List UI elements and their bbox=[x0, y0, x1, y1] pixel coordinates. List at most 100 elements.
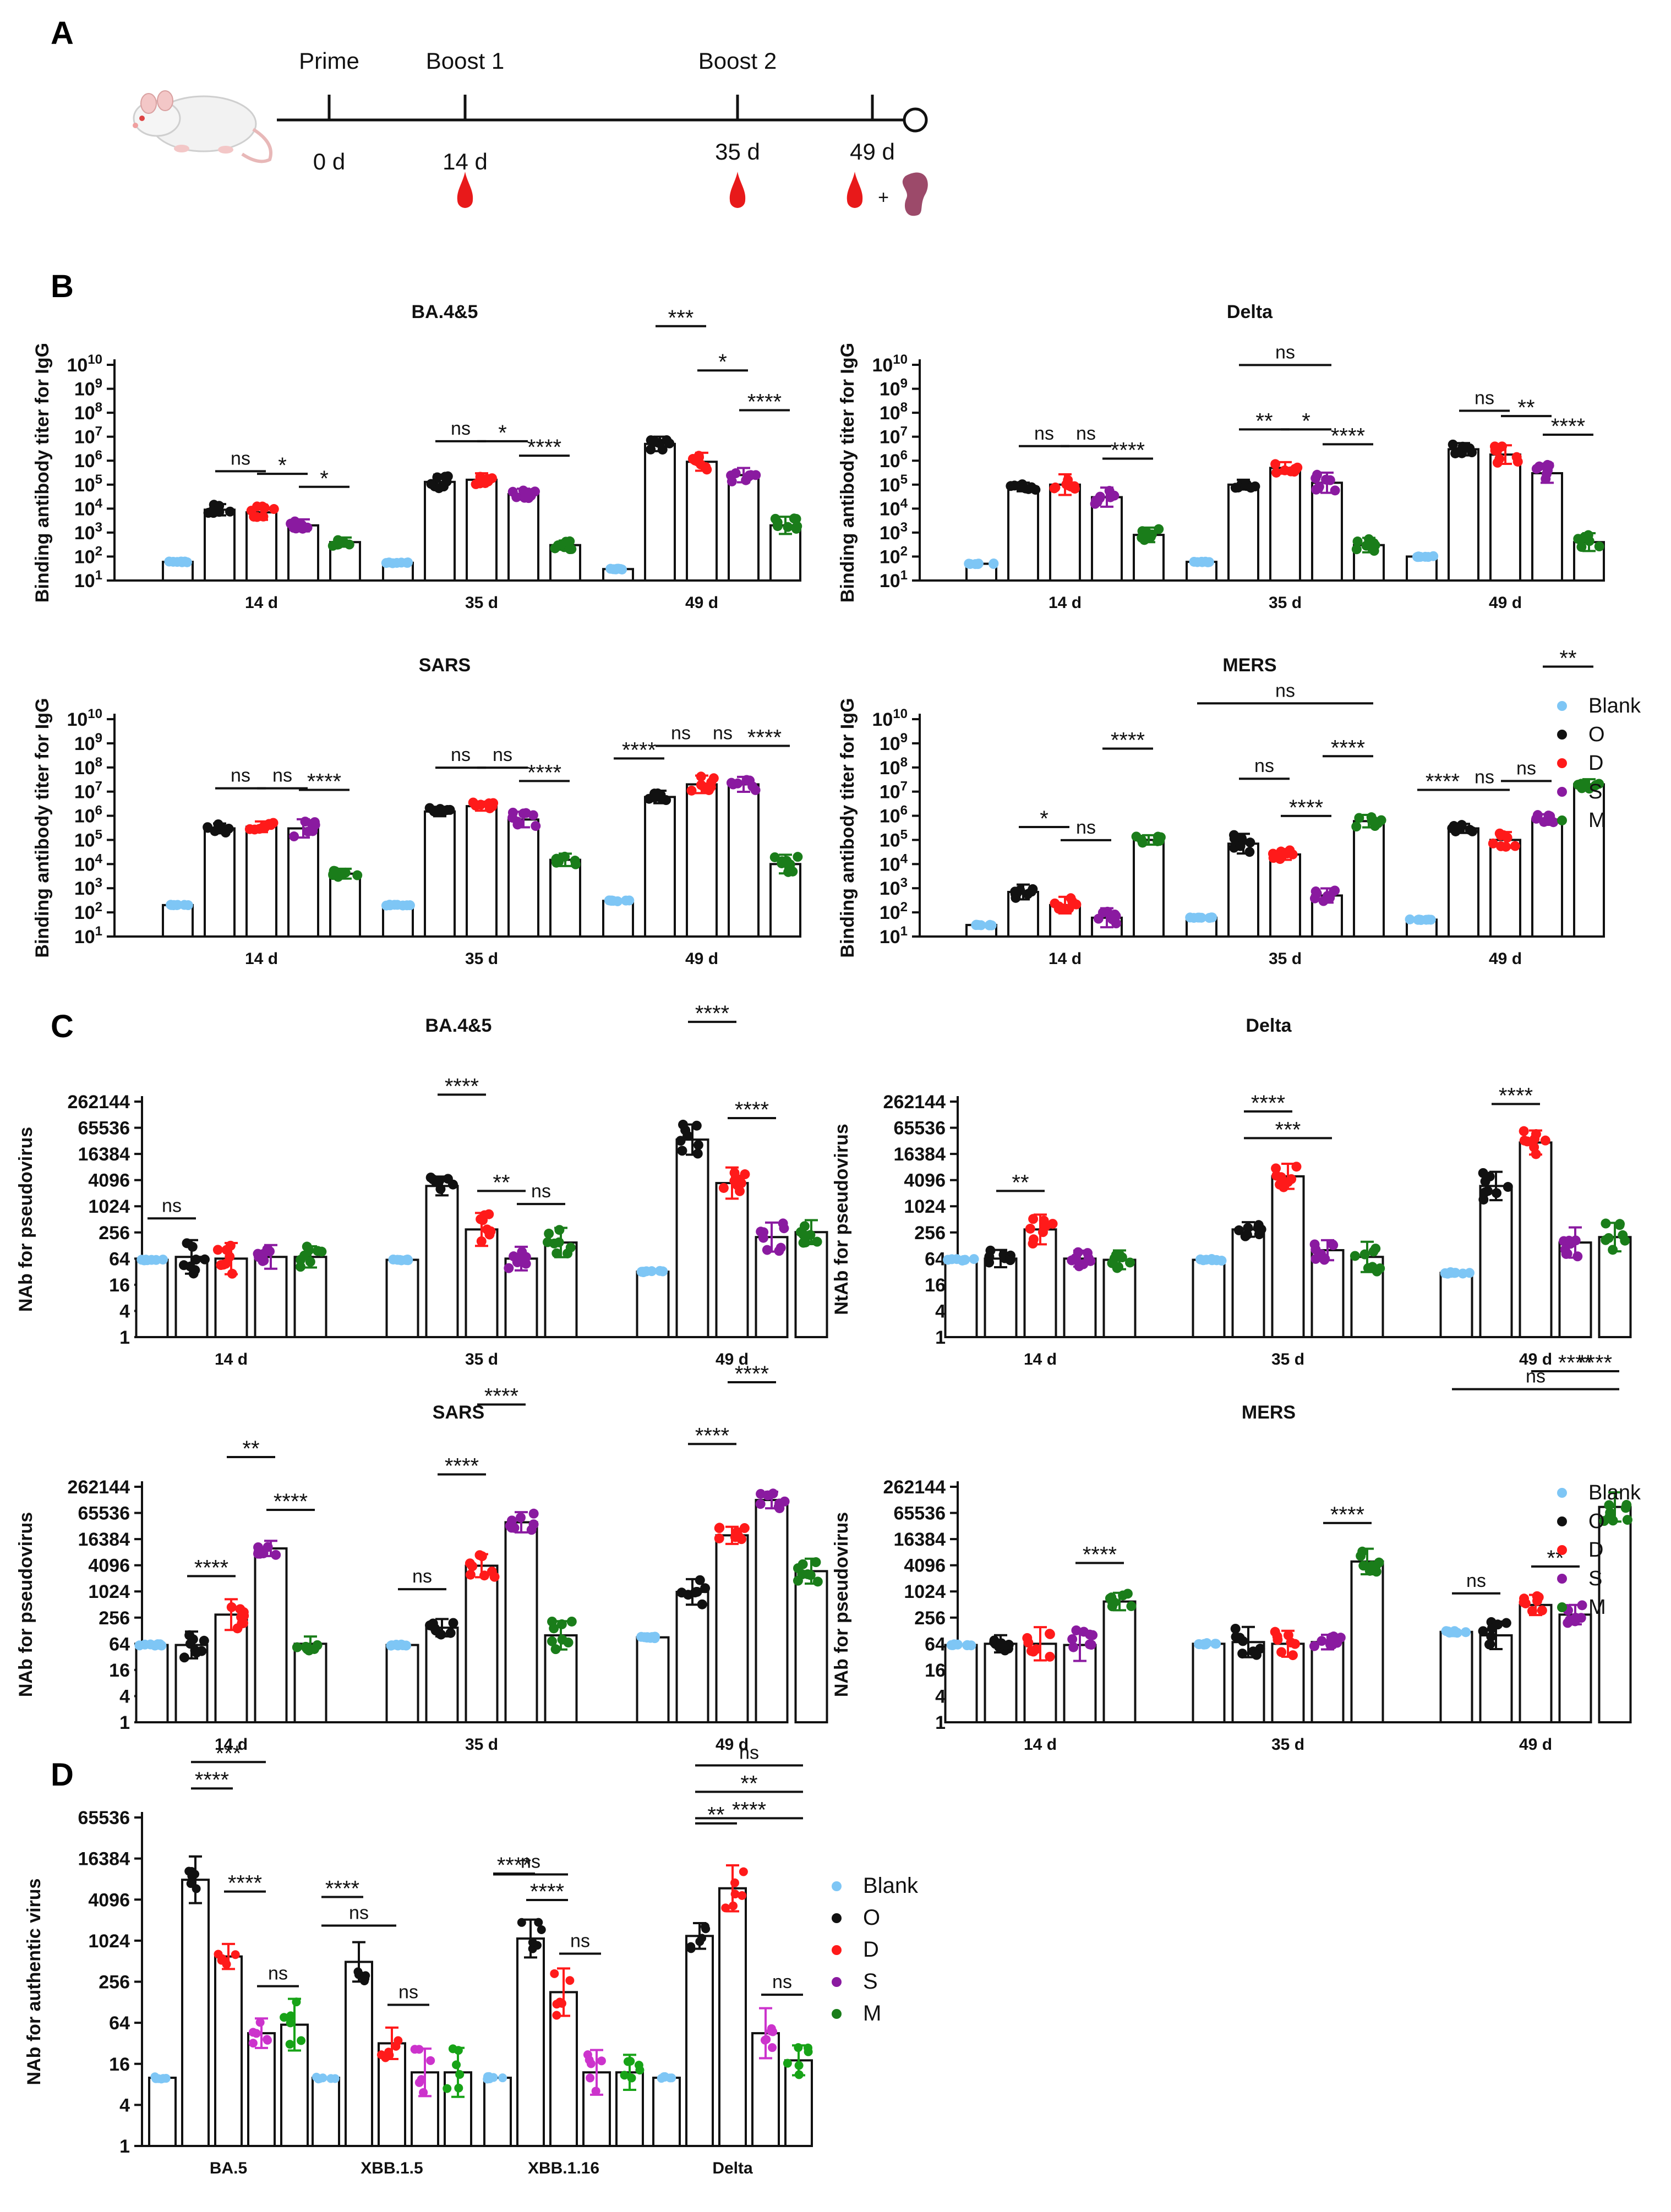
data-point-m bbox=[1366, 812, 1377, 823]
data-point-m bbox=[1350, 1251, 1360, 1261]
data-point-o bbox=[1467, 826, 1478, 836]
data-point-d bbox=[1280, 465, 1290, 475]
blood-drop-icon bbox=[729, 172, 746, 208]
data-point-o bbox=[700, 1583, 711, 1594]
data-point-d bbox=[706, 782, 716, 792]
y-axis-label: NAb for pseudovirus bbox=[15, 1512, 36, 1697]
data-point-d bbox=[696, 771, 706, 782]
bar-blank bbox=[1439, 1630, 1473, 1724]
data-point-s bbox=[417, 2075, 426, 2084]
data-point-blank bbox=[151, 1255, 161, 1265]
data-point-s bbox=[289, 831, 299, 842]
data-point-o bbox=[185, 1261, 195, 1272]
y-tick-label: 65536 bbox=[893, 1118, 946, 1139]
bar-s bbox=[1531, 818, 1563, 938]
data-point-blank bbox=[1405, 914, 1415, 924]
data-point-blank bbox=[1199, 1639, 1209, 1649]
bar-o bbox=[425, 1627, 459, 1723]
chart-title: Delta bbox=[1246, 1015, 1292, 1036]
data-point-o bbox=[695, 1937, 705, 1946]
data-point-o bbox=[213, 819, 223, 830]
data-point-d bbox=[702, 464, 712, 475]
bar-blank bbox=[385, 1258, 419, 1339]
y-tick-label: 109 bbox=[880, 376, 908, 400]
data-point-blank bbox=[1207, 912, 1217, 923]
data-point-d bbox=[226, 1602, 237, 1612]
bar-s bbox=[504, 1521, 538, 1723]
data-point-m bbox=[792, 521, 802, 532]
data-point-o bbox=[1503, 1182, 1513, 1192]
data-point-m bbox=[1584, 536, 1594, 546]
y-axis-label: Binding antibody titer for IgG bbox=[837, 698, 858, 957]
significance-label: **** bbox=[1251, 1091, 1285, 1115]
data-point-s bbox=[745, 775, 755, 786]
y-tick-label: 256 bbox=[914, 1608, 946, 1629]
significance-label: ns bbox=[162, 1195, 182, 1216]
significance-label: **** bbox=[274, 1490, 308, 1514]
chart-c3: SARS 1 4 16 64 256 1024 4096 16384 65536 262144 NAb… bbox=[15, 1362, 828, 1754]
data-point-d bbox=[476, 1214, 486, 1224]
data-point-s bbox=[528, 1519, 539, 1530]
data-point-m bbox=[1361, 540, 1372, 551]
significance-label: **** bbox=[194, 1556, 228, 1580]
bar-d bbox=[245, 511, 277, 582]
data-point-blank bbox=[1426, 915, 1436, 925]
data-point-m bbox=[296, 1255, 306, 1265]
y-tick-label: 4096 bbox=[904, 1556, 946, 1576]
bar-blank bbox=[135, 1258, 169, 1339]
data-point-s bbox=[1310, 473, 1321, 484]
data-point-o bbox=[1501, 1618, 1511, 1628]
significance-label: *** bbox=[216, 1742, 242, 1766]
significance-label: **** bbox=[1111, 728, 1145, 752]
significance-label: ns bbox=[268, 1963, 288, 1984]
legend-marker-m bbox=[1557, 1602, 1567, 1612]
data-point-m bbox=[794, 2043, 803, 2052]
plus-sign: + bbox=[878, 187, 889, 208]
y-tick-label: 109 bbox=[74, 731, 102, 754]
data-point-blank bbox=[943, 1255, 953, 1265]
x-tick-label: 35 d bbox=[465, 594, 498, 612]
data-point-s bbox=[1317, 1636, 1327, 1646]
data-point-s bbox=[741, 475, 751, 485]
data-point-s bbox=[1577, 1600, 1587, 1611]
y-tick-label: 102 bbox=[880, 544, 908, 567]
data-point-o bbox=[435, 1184, 446, 1194]
data-point-m bbox=[1594, 541, 1604, 552]
significance-label: ** bbox=[740, 1771, 757, 1795]
chart-title: SARS bbox=[419, 655, 471, 676]
data-point-blank bbox=[605, 563, 616, 574]
data-point-s bbox=[515, 1512, 526, 1523]
data-point-o bbox=[199, 1635, 209, 1646]
bar-o bbox=[644, 442, 676, 582]
data-point-o bbox=[675, 1136, 686, 1146]
significance-label: **** bbox=[527, 435, 561, 459]
data-point-m bbox=[798, 1229, 809, 1240]
data-point-o bbox=[439, 481, 449, 492]
data-point-m bbox=[549, 1623, 559, 1634]
data-point-m bbox=[551, 1248, 562, 1258]
y-tick-label: 1010 bbox=[67, 352, 102, 376]
bar-d bbox=[715, 1534, 749, 1724]
data-point-s bbox=[751, 470, 761, 480]
data-point-d bbox=[214, 1950, 223, 1959]
timeline-event-label: Prime bbox=[299, 48, 359, 74]
y-axis-label: Binding antibody titer for IgG bbox=[32, 698, 53, 957]
data-point-blank bbox=[1216, 1256, 1227, 1266]
data-point-d bbox=[565, 1976, 575, 1985]
significance-label: ** bbox=[707, 1803, 724, 1827]
bar-blank bbox=[602, 900, 634, 938]
data-point-m bbox=[313, 1246, 323, 1256]
y-tick-label: 102 bbox=[74, 544, 102, 567]
bar-s bbox=[507, 818, 539, 938]
data-point-m bbox=[454, 2083, 463, 2093]
data-point-s bbox=[1097, 907, 1108, 918]
bar-o bbox=[644, 796, 676, 938]
data-point-o bbox=[425, 1172, 436, 1182]
y-tick-label: 1024 bbox=[904, 1581, 946, 1602]
y-tick-label: 16384 bbox=[78, 1144, 130, 1165]
data-point-d bbox=[476, 1236, 487, 1246]
data-point-o bbox=[432, 472, 443, 483]
y-tick-label: 1010 bbox=[67, 707, 102, 730]
data-point-m bbox=[565, 544, 575, 555]
